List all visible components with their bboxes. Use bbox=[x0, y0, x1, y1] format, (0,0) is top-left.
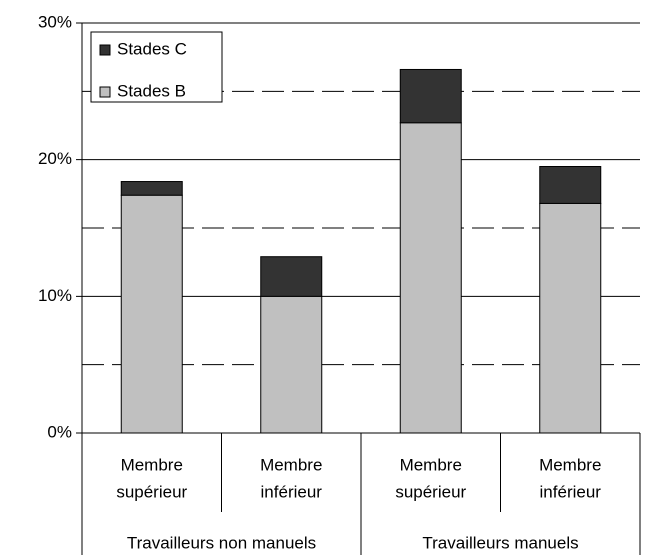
legend-box bbox=[90, 31, 223, 103]
bar-segment bbox=[539, 202, 602, 434]
legend-swatch bbox=[99, 86, 111, 98]
x-tick-label: supérieur bbox=[116, 482, 187, 501]
x-tick-label: inférieur bbox=[261, 482, 323, 501]
y-tick-label: 30% bbox=[38, 12, 72, 31]
bar-segment bbox=[120, 194, 183, 434]
y-tick-label: 0% bbox=[47, 422, 72, 441]
x-tick-label: Membre bbox=[260, 455, 322, 474]
legend-label: Stades C bbox=[117, 39, 187, 58]
bar-segment bbox=[120, 181, 183, 196]
group-label: Travailleurs non manuels bbox=[127, 533, 316, 552]
legend-label: Stades B bbox=[117, 81, 186, 100]
x-tick-label: Membre bbox=[400, 455, 462, 474]
x-tick-label: inférieur bbox=[540, 482, 602, 501]
bar-segment bbox=[260, 256, 323, 297]
x-tick-label: Membre bbox=[539, 455, 601, 474]
x-tick-label: supérieur bbox=[395, 482, 466, 501]
bar-segment bbox=[399, 122, 462, 434]
y-tick-label: 20% bbox=[38, 149, 72, 168]
bar-segment bbox=[539, 166, 602, 204]
x-tick-label: Membre bbox=[121, 455, 183, 474]
group-label: Travailleurs manuels bbox=[422, 533, 578, 552]
legend-swatch bbox=[99, 44, 111, 56]
bar-segment bbox=[399, 68, 462, 124]
y-tick-label: 10% bbox=[38, 286, 72, 305]
bar-segment bbox=[260, 295, 323, 434]
